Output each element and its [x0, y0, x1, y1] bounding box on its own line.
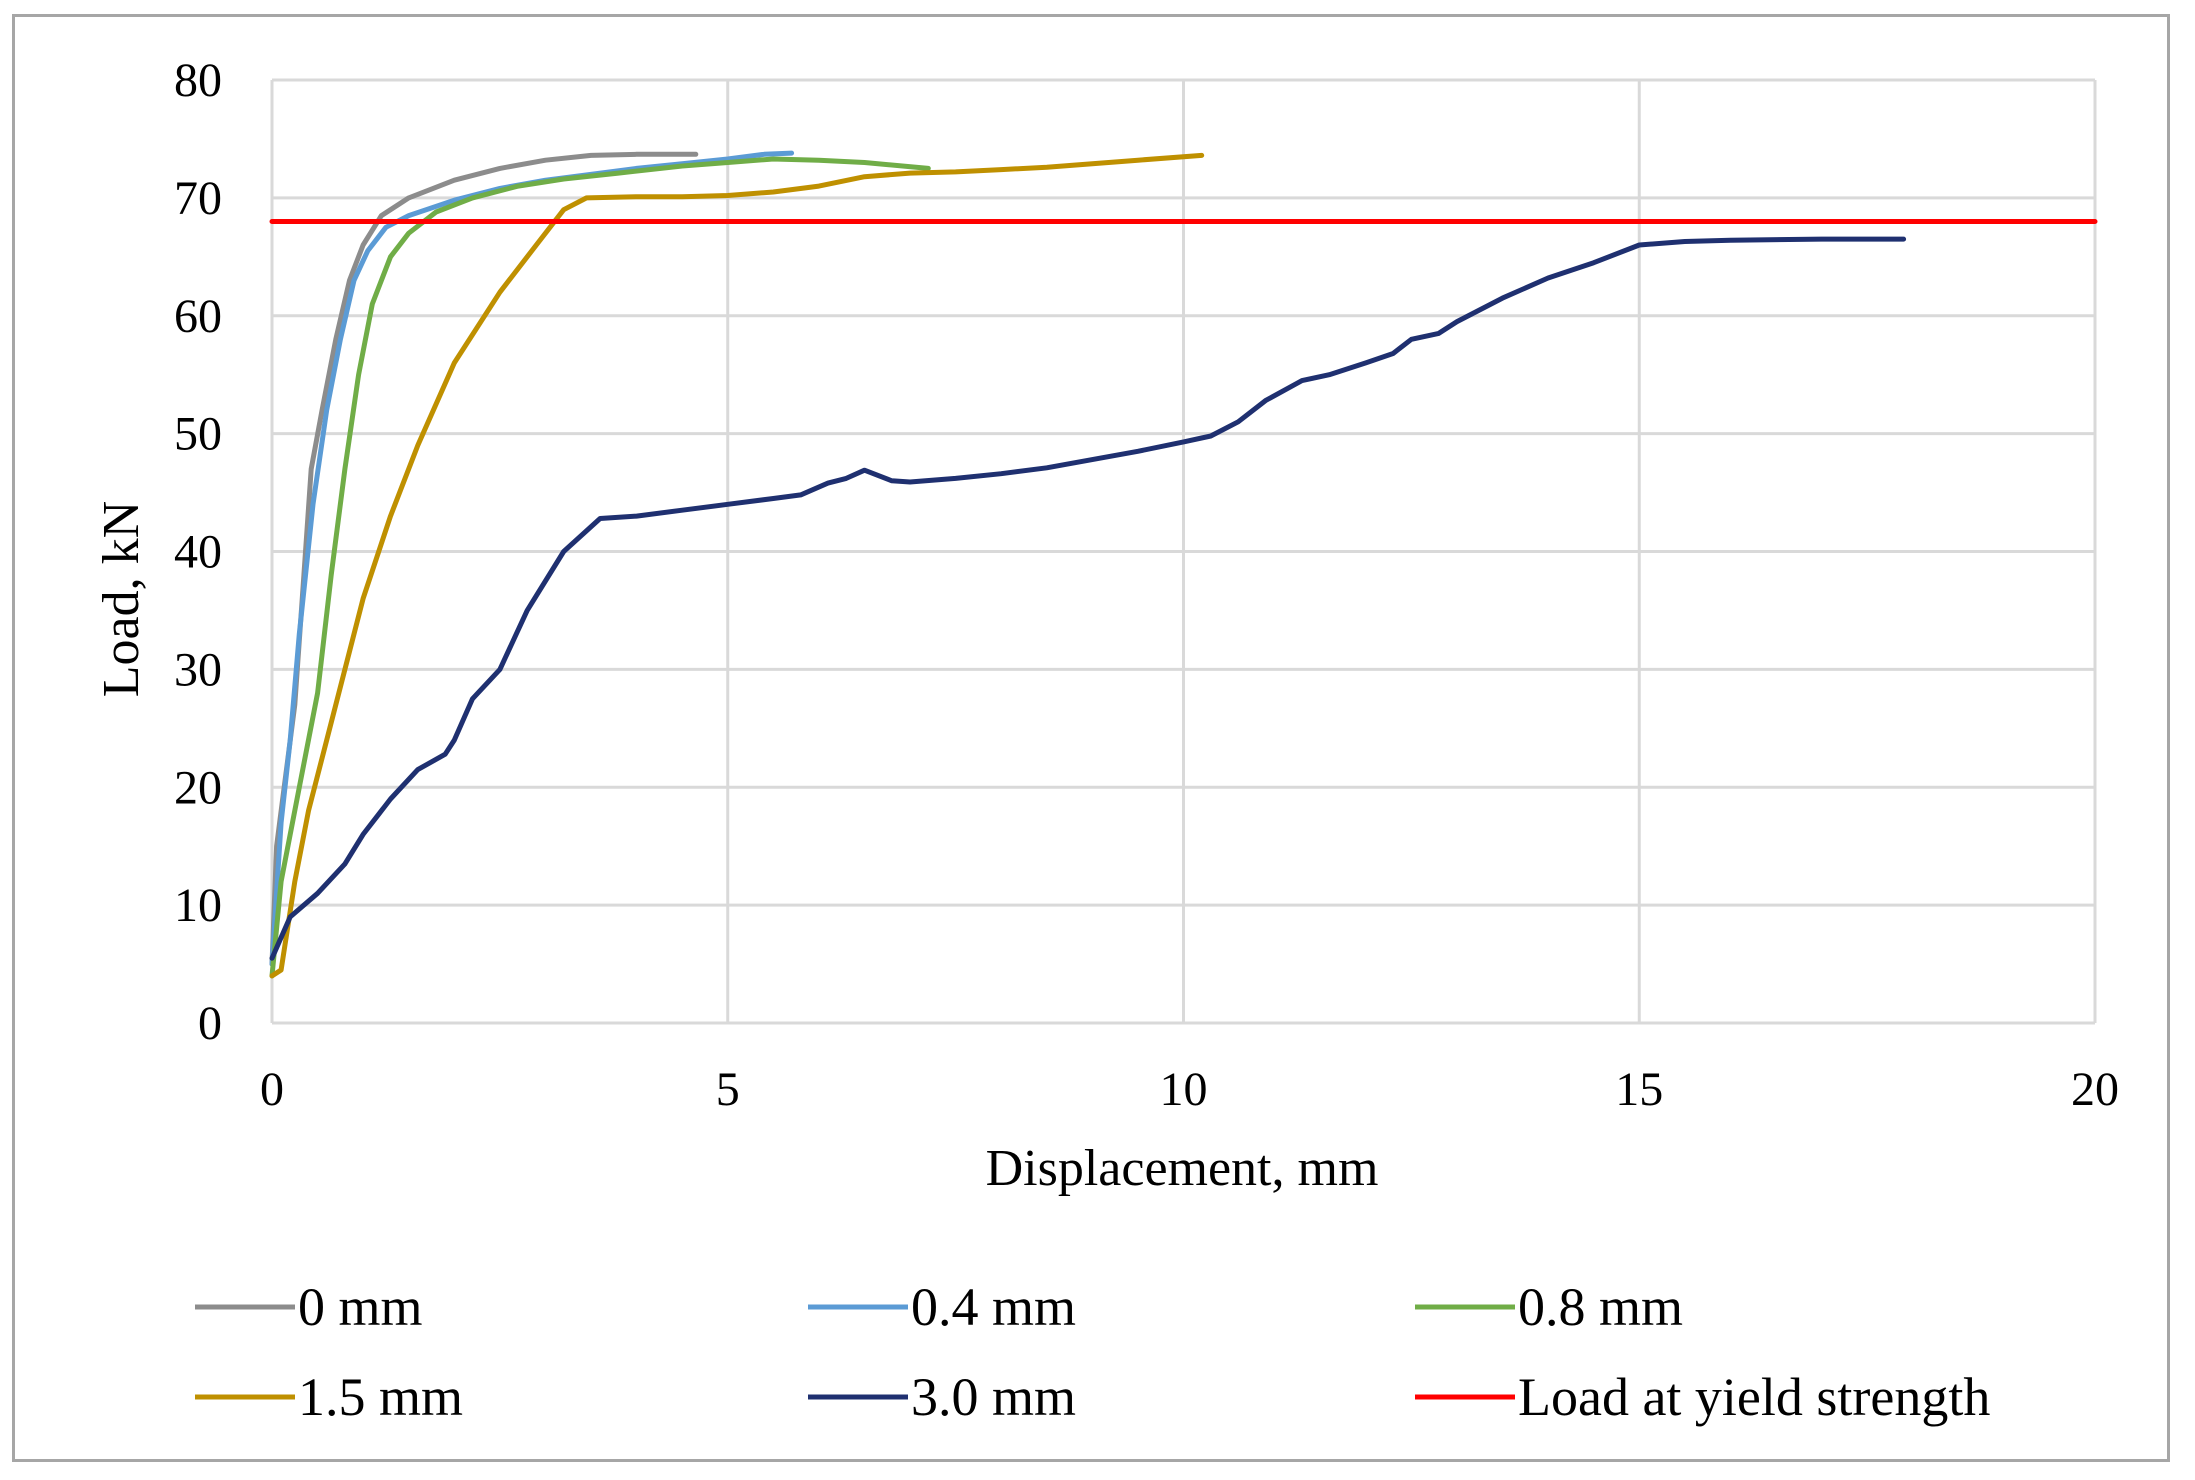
- x-tick-labels: 0 5 10 15 20: [260, 1063, 2119, 1116]
- legend-item-load-at-yield-strength: Load at yield strength: [1415, 1367, 1990, 1427]
- y-tick-label: 20: [174, 761, 222, 814]
- y-tick-label: 80: [174, 54, 222, 107]
- y-tick-label: 60: [174, 290, 222, 343]
- y-axis-title: Load, kN: [93, 501, 150, 697]
- chart-frame: [12, 14, 2170, 1462]
- y-tick-label: 40: [174, 526, 222, 579]
- legend: 0 mm 0.4 mm 0.8 mm 1.5 mm 3.0 mm Load at yiel…: [195, 1277, 1990, 1427]
- legend-label: Load at yield strength: [1518, 1367, 1990, 1427]
- legend-item-0-mm: 0 mm: [195, 1277, 423, 1337]
- y-tick-label: 0: [198, 997, 222, 1050]
- legend-label: 0.4 mm: [911, 1277, 1076, 1337]
- y-tick-label: 10: [174, 879, 222, 932]
- y-tick-labels: 0 10 20 30 40 50 60 70 80: [174, 54, 222, 1050]
- x-tick-label: 10: [1160, 1063, 1208, 1116]
- legend-item-0-8-mm: 0.8 mm: [1415, 1277, 1683, 1337]
- x-tick-label: 15: [1615, 1063, 1663, 1116]
- series-line-3-0-mm: [269, 236, 1907, 961]
- x-axis-title: Displacement, mm: [986, 1140, 1379, 1197]
- series-line-0-8-mm: [269, 156, 931, 979]
- x-tick-label: 5: [716, 1063, 740, 1116]
- legend-label: 3.0 mm: [911, 1367, 1076, 1427]
- x-tick-label: 20: [2071, 1063, 2119, 1116]
- legend-item-1-5-mm: 1.5 mm: [195, 1367, 463, 1427]
- series-layer: [269, 150, 2098, 979]
- y-tick-label: 30: [174, 643, 222, 696]
- legend-label: 0.8 mm: [1518, 1277, 1683, 1337]
- legend-item-0-4-mm: 0.4 mm: [808, 1277, 1076, 1337]
- x-tick-label: 0: [260, 1063, 284, 1116]
- legend-label: 0 mm: [298, 1277, 423, 1337]
- plot-area-border: [270, 80, 2095, 1025]
- y-tick-label: 50: [174, 408, 222, 461]
- legend-item-3-0-mm: 3.0 mm: [808, 1367, 1076, 1427]
- series-line-1-5-mm: [269, 152, 1205, 979]
- y-tick-label: 70: [174, 172, 222, 225]
- legend-label: 1.5 mm: [298, 1367, 463, 1427]
